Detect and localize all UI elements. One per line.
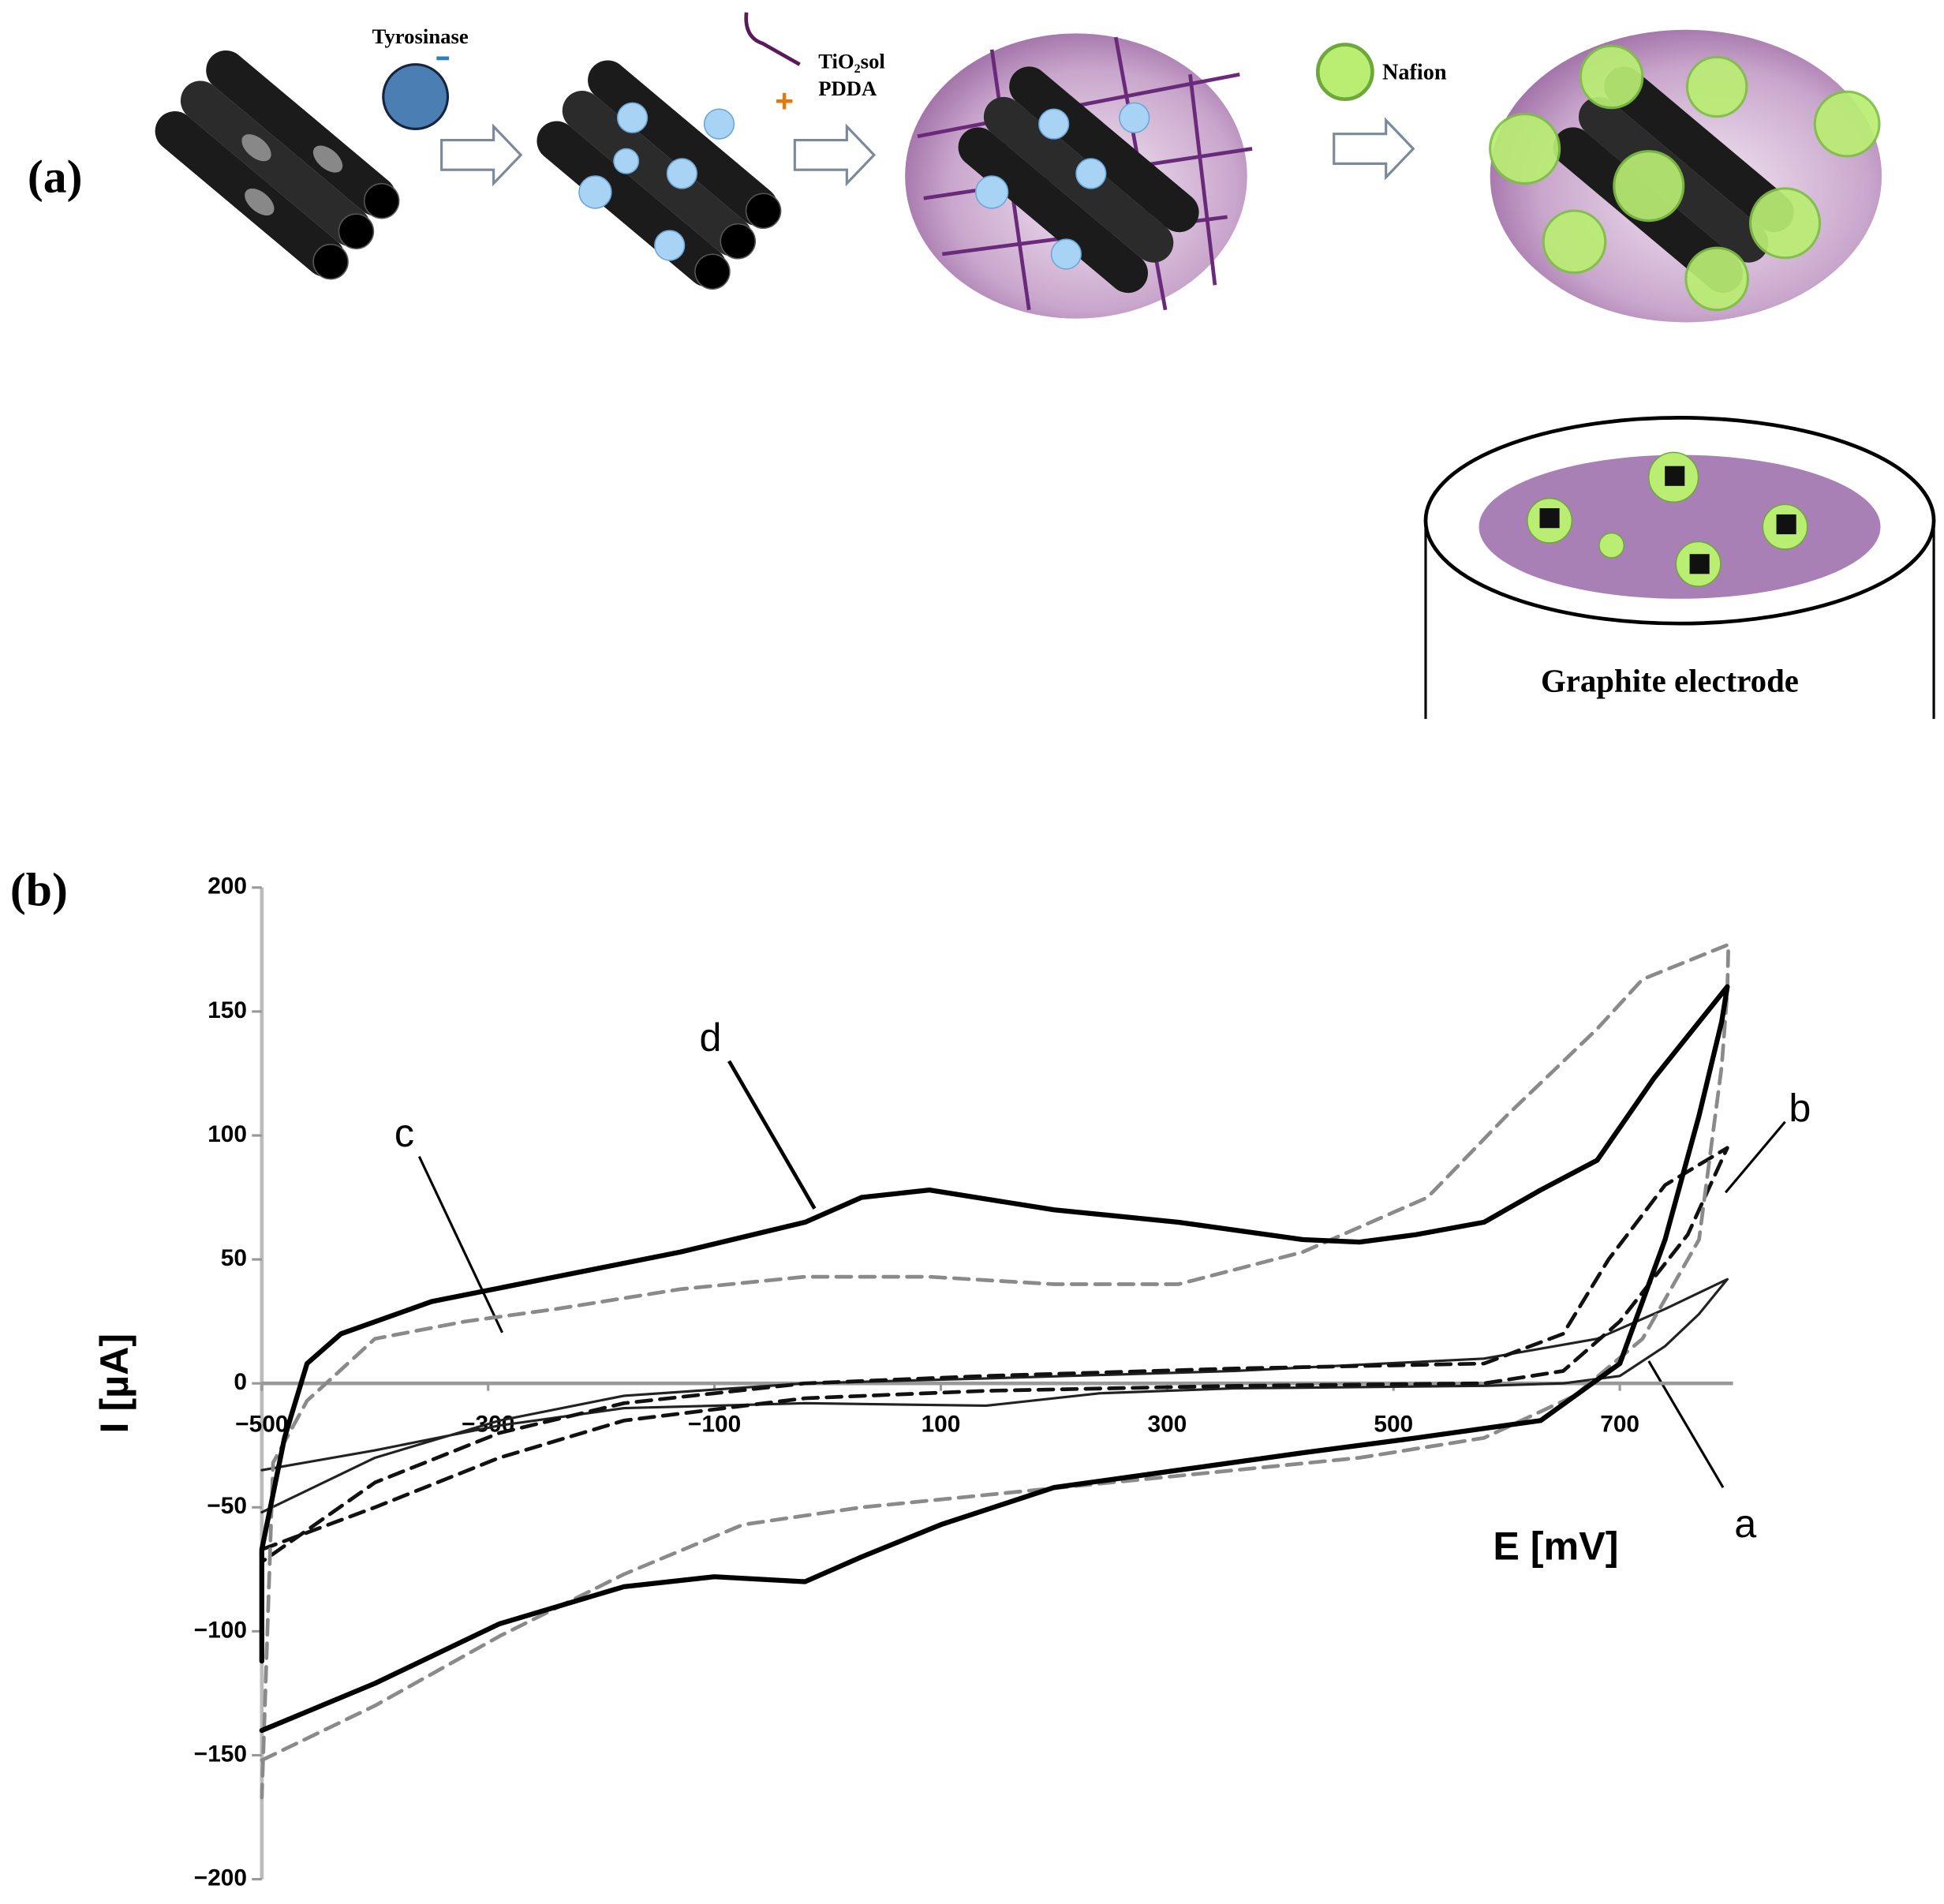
tyrosinase-icon [382,63,450,130]
series-label: a [1734,1501,1756,1546]
cv-curve [260,1277,1729,1514]
x-tick-label: 700 [1600,1411,1639,1437]
electrode-label: Graphite electrode [1541,664,1799,699]
tio2-label: TiO₂sol [818,49,885,73]
y-tick-label: 50 [221,1245,247,1271]
x-tick-label: 300 [1147,1411,1187,1437]
y-tick-label: −200 [194,1865,247,1891]
nafion-blobs [1489,44,1881,312]
film-particles [1539,466,1796,574]
arrow [793,123,877,187]
y-tick-label: −150 [194,1741,247,1767]
cv-curve [259,984,1730,1734]
tyrosinase-label: Tyrosinase [372,24,469,48]
y-tick-label: −50 [207,1493,247,1519]
panel-label: (a) [28,150,83,202]
nafion-icon [1315,43,1374,102]
cv-curve [260,1146,1729,1564]
y-tick-label: 100 [207,1121,247,1147]
leader-line [417,1156,504,1334]
nafion-label: Nafion [1382,61,1447,85]
x-tick-label: −500 [235,1411,288,1437]
enzymes [974,102,1150,270]
x-tick-label: 100 [922,1411,961,1437]
y-axis-title: I [µA] [92,1334,136,1434]
y-tick-label: 0 [234,1369,247,1395]
leader-line [1724,1120,1786,1194]
enzymes [578,102,735,261]
y-tick-label: 150 [207,997,247,1023]
electrode-film [1479,454,1881,599]
pdda-label: PDDA [818,77,877,100]
x-tick-label: 500 [1374,1411,1413,1437]
polymer-icon [744,12,801,66]
panel-label: (b) [10,863,68,915]
series-label: d [700,1015,722,1060]
charge: + [775,82,794,118]
x-tick-label: −100 [688,1411,741,1437]
leader-line [727,1060,817,1210]
nanotube-bundle [155,50,400,280]
y-tick-label: 200 [207,873,247,900]
y-tick-label: −100 [194,1617,247,1643]
arrow [440,123,523,187]
arrow [1333,117,1415,181]
series-label: c [394,1110,414,1155]
x-axis-title: E [mV] [1493,1523,1618,1568]
series-label: b [1789,1086,1811,1131]
cv-curve [260,942,1731,1800]
